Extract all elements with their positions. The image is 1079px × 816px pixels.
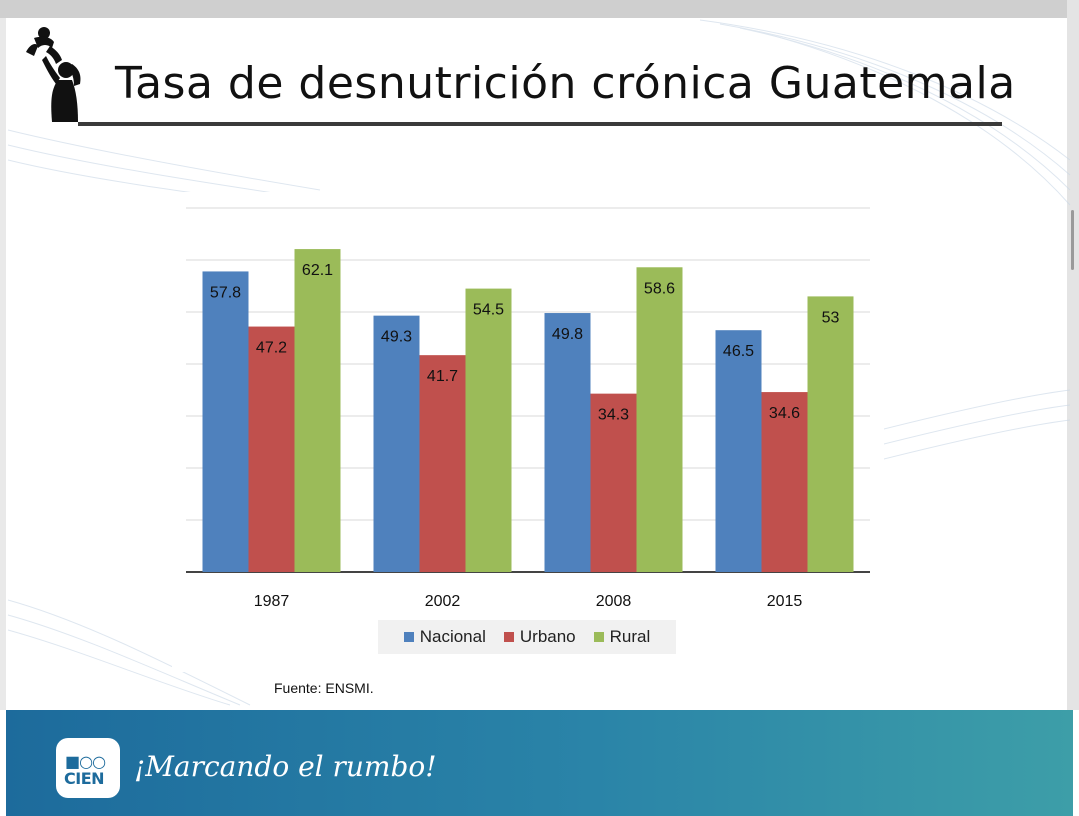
legend-swatch-nacional [403,632,414,642]
bar-urbano-2015 [761,392,808,572]
data-label-urbano-2002: 41.7 [427,368,458,385]
x-tick-label-2015: 2015 [767,593,803,610]
page-title: Tasa de desnutrición crónica Guatemala [115,58,1016,109]
source-note: Fuente: ENSMI. [274,680,374,696]
x-tick-label-2002: 2002 [425,593,461,610]
bar-nacional-2015 [715,330,762,572]
chart-legend: Nacional Urbano Rural [378,620,676,654]
slogan: ¡Marcando el rumbo! [134,750,437,783]
data-label-urbano-2015: 34.6 [769,405,800,422]
cien-logo: ■○○ CIEN [56,738,120,798]
data-label-nacional-2008: 49.8 [552,326,583,343]
scrollbar-handle[interactable] [1071,210,1074,270]
legend-label-rural: Rural [609,627,651,646]
data-label-rural-1987: 62.1 [302,262,333,279]
legend-item-urbano: Urbano [503,627,576,647]
chart-area: 57.8 47.2 62.1 1987 49.3 41.7 54.5 2002 49.8 34.3… [172,192,884,672]
legend-label-urbano: Urbano [519,627,576,646]
scrollbar[interactable] [1067,0,1079,710]
data-label-urbano-2008: 34.3 [598,407,629,424]
legend-item-nacional: Nacional [403,627,486,647]
x-tick-label-2008: 2008 [596,593,632,610]
data-label-nacional-1987: 57.8 [210,284,241,301]
mother-child-logo-icon [26,27,81,122]
data-label-rural-2015: 53 [822,309,840,326]
title-underline [78,122,1002,126]
bar-nacional-2002 [373,315,420,572]
data-label-nacional-2002: 49.3 [381,329,412,346]
bar-rural-1987 [294,249,341,572]
cien-logo-text: CIEN [64,769,105,788]
bar-rural-2015 [807,296,854,572]
bar-nacional-1987 [202,271,249,572]
bar-urbano-2002 [419,355,466,572]
x-tick-label-1987: 1987 [254,593,290,610]
bar-rural-2002 [465,288,512,572]
legend-label-nacional: Nacional [419,627,486,646]
legend-item-rural: Rural [593,627,651,647]
data-label-rural-2008: 58.6 [644,280,675,297]
data-label-rural-2002: 54.5 [473,302,504,319]
bar-rural-2008 [636,267,683,572]
background-swoosh-decoration [7,19,1071,706]
legend-swatch-rural [593,632,604,642]
footer-banner: ■○○ CIEN ¡Marcando el rumbo! [6,710,1073,816]
cien-logo-mark: ■○○ [65,752,106,771]
data-label-urbano-1987: 47.2 [256,340,287,357]
data-label-nacional-2015: 46.5 [723,343,754,360]
legend-swatch-urbano [503,632,514,642]
window-left-strip [0,18,6,710]
bar-urbano-2008 [590,393,637,572]
bar-chart: 57.8 47.2 62.1 1987 49.3 41.7 54.5 2002 49.8 34.3… [186,207,870,610]
bar-nacional-2008 [544,313,591,572]
window-top-strip [0,0,1079,18]
bar-urbano-1987 [248,326,295,572]
